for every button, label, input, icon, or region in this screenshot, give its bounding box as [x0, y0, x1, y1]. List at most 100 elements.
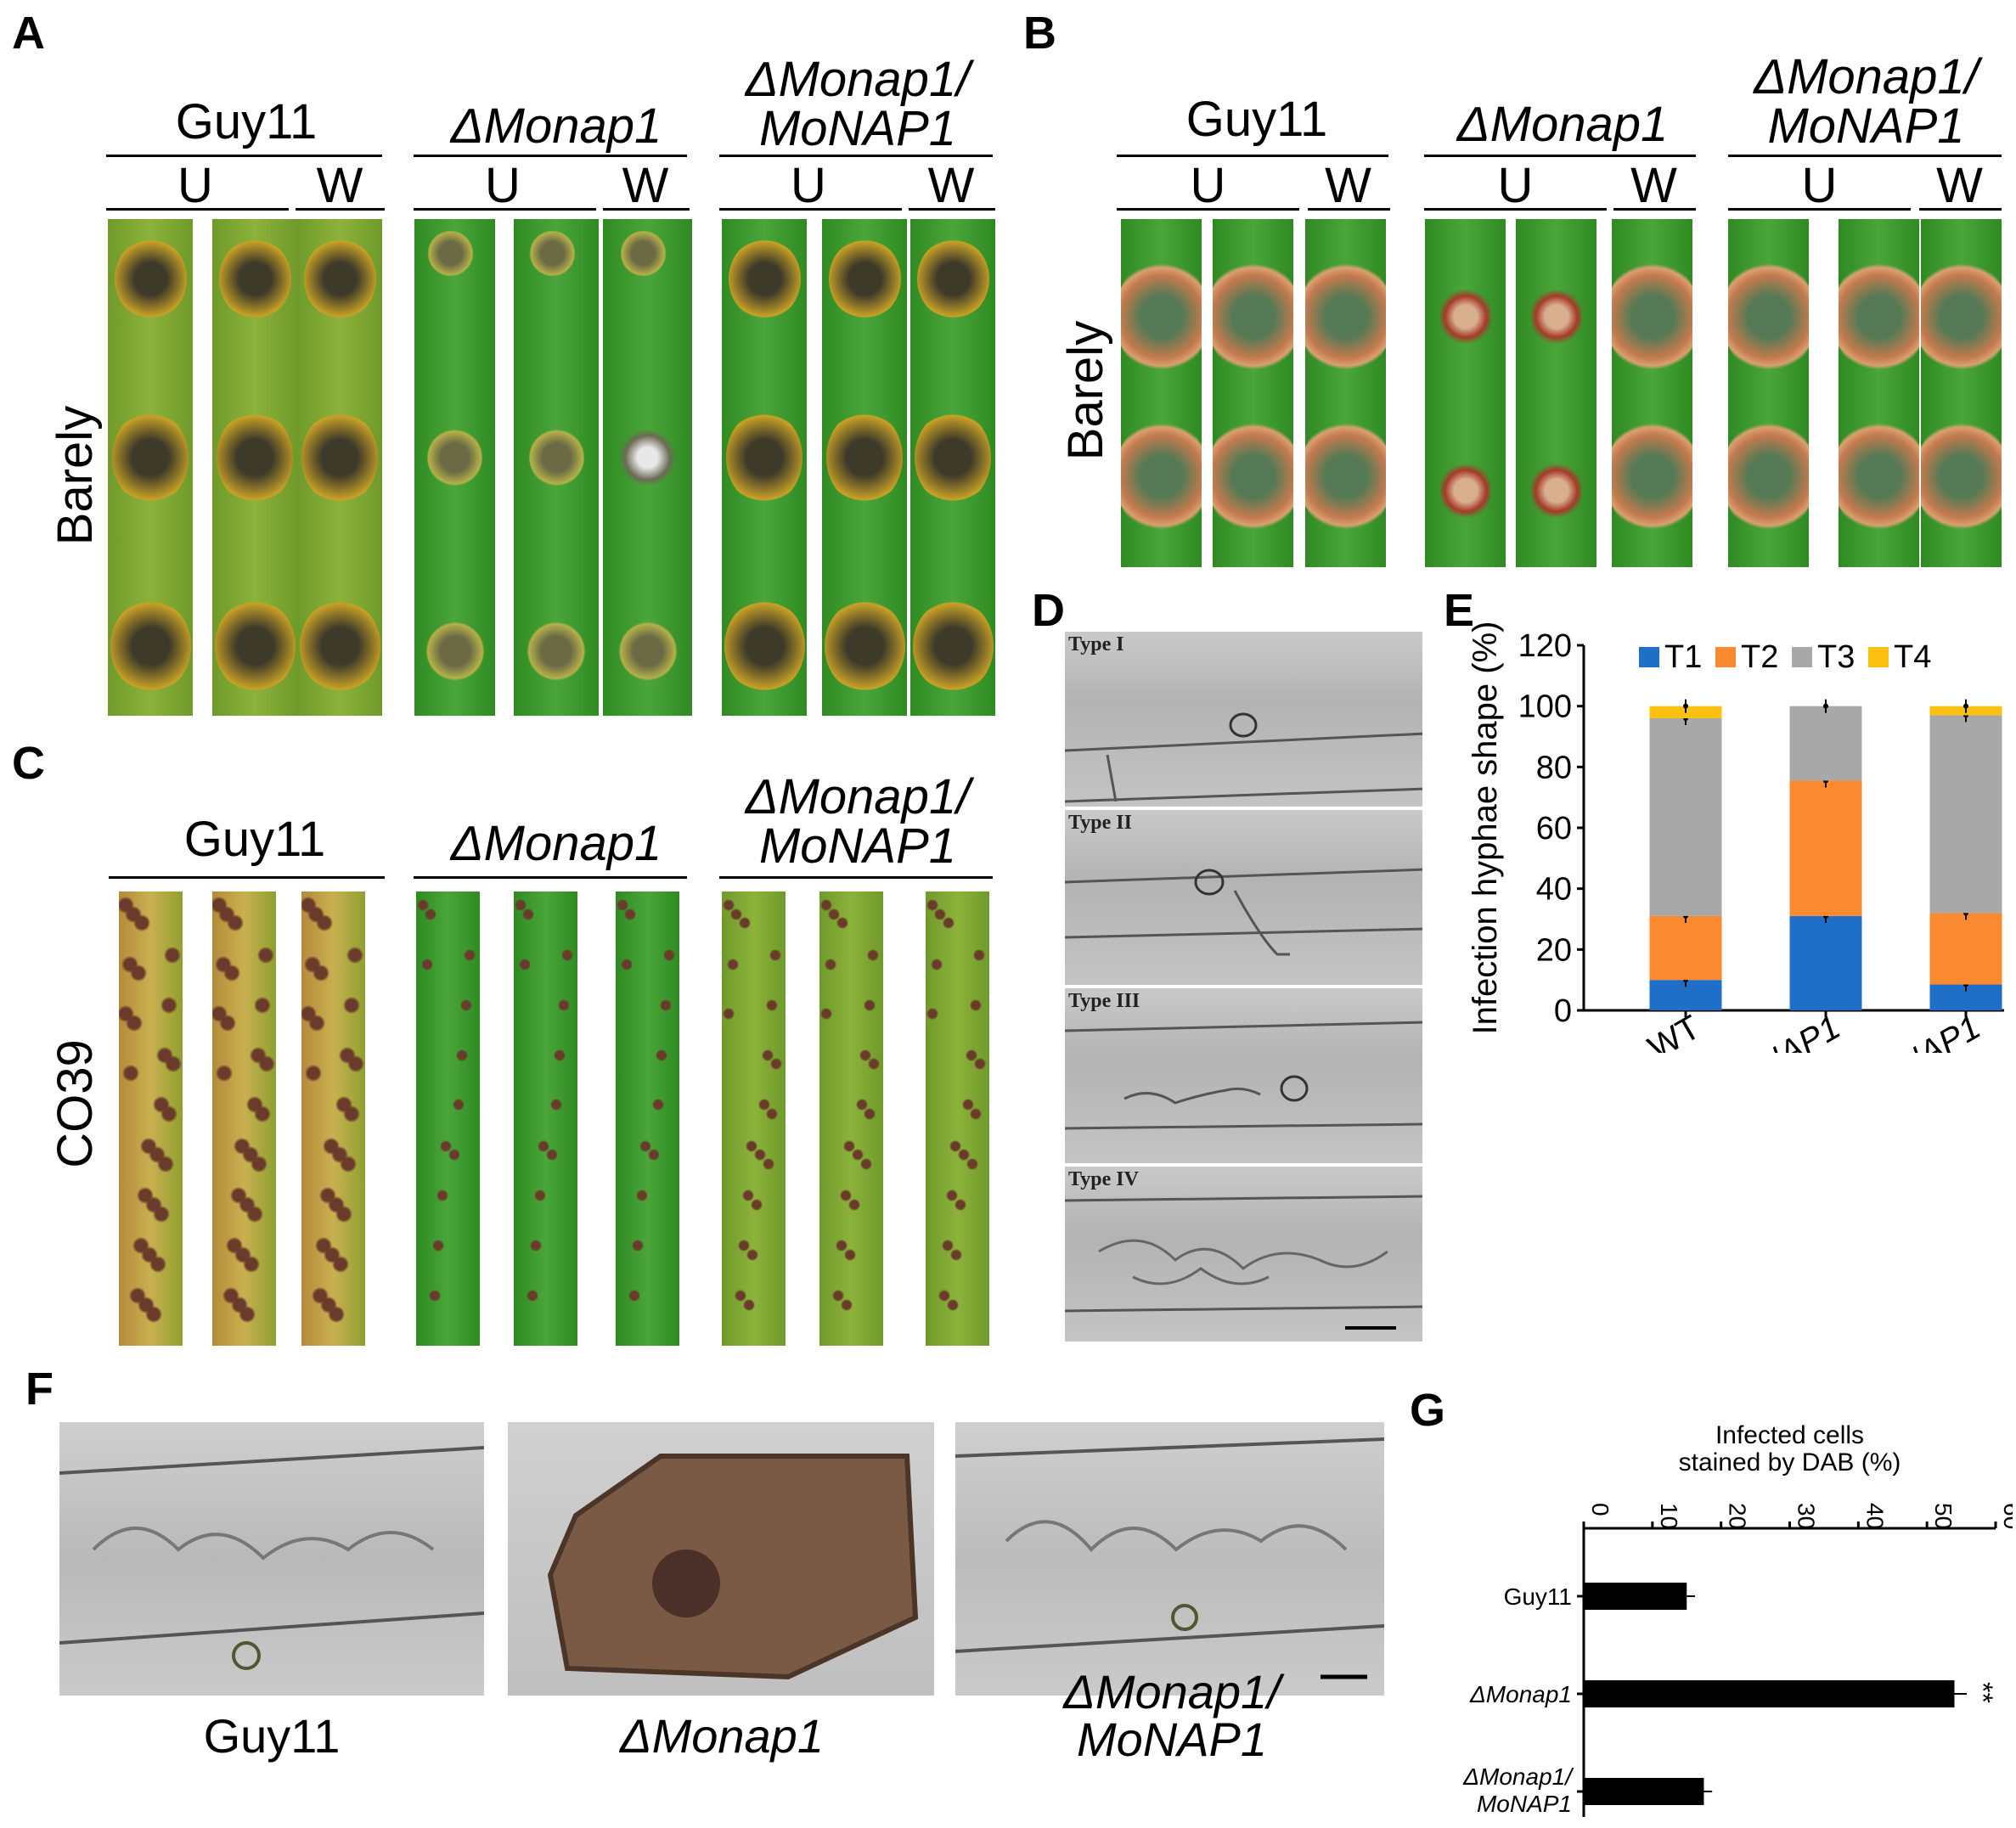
lesion	[346, 1053, 365, 1076]
lesion	[163, 943, 182, 966]
chart-title: Infected cells	[1715, 1421, 1864, 1449]
lesion	[303, 1062, 323, 1084]
legend-swatch	[1715, 647, 1736, 667]
leaf-strip	[1612, 219, 1692, 567]
lesion	[218, 238, 291, 319]
lesion	[764, 997, 779, 1013]
a-strain-monap1: ΔMonap1	[450, 98, 662, 154]
b-label-u: U	[1190, 158, 1226, 213]
leaf-strip	[910, 219, 995, 716]
lesion	[1728, 417, 1809, 537]
lesion	[1439, 452, 1491, 529]
lesion	[252, 993, 272, 1016]
y-tick-label: ΔMonap1	[1469, 1681, 1572, 1707]
lesion	[617, 621, 678, 681]
lesion	[725, 956, 740, 972]
micrograph-type-3: Type III	[1063, 987, 1424, 1165]
b-line-monap1	[1424, 155, 1696, 157]
lesion	[839, 1296, 853, 1313]
lesion	[823, 956, 837, 972]
lesion	[256, 943, 275, 966]
error-point	[1823, 703, 1828, 709]
legend-label: T1	[1664, 639, 1702, 675]
leaf-strip	[926, 892, 989, 1346]
lesion	[214, 599, 296, 694]
legend-swatch	[1868, 647, 1889, 667]
lesion	[218, 1012, 237, 1035]
lesion	[859, 1156, 873, 1172]
b-strain-monap1: ΔMonap1	[1456, 97, 1669, 152]
lesion	[241, 1252, 261, 1275]
c-line-guy11	[109, 876, 385, 879]
lesion	[525, 1288, 539, 1304]
leaf-strip	[822, 219, 907, 716]
lesion	[746, 1247, 759, 1263]
bar	[1584, 1778, 1704, 1805]
lesion	[560, 947, 574, 963]
c-strain-guy11: Guy11	[183, 812, 326, 867]
b-label-w: W	[1325, 158, 1371, 213]
lesion	[420, 956, 434, 972]
lesion	[463, 947, 476, 963]
lesion	[826, 410, 903, 504]
lesion	[425, 621, 485, 681]
lesion	[658, 997, 673, 1013]
lesion	[862, 997, 876, 1013]
lesion	[623, 906, 638, 922]
lesion	[724, 599, 805, 694]
lesion	[217, 410, 293, 504]
lesion	[427, 1288, 442, 1304]
lesion	[1213, 256, 1293, 376]
lesion	[942, 915, 955, 931]
b-label-u: U	[1801, 158, 1838, 213]
lesion	[301, 410, 378, 504]
lesion	[634, 1188, 649, 1204]
b-line-u	[1728, 208, 1911, 211]
lesion	[214, 1062, 234, 1084]
lesion	[549, 1097, 563, 1113]
lesion	[1121, 417, 1202, 537]
b-label-w: W	[1936, 158, 1983, 213]
leaf-strip	[212, 219, 297, 716]
lesion	[226, 912, 245, 935]
lesion	[1612, 417, 1692, 537]
lesion	[741, 1296, 756, 1313]
lesion	[655, 1047, 668, 1063]
lesion	[424, 906, 438, 922]
lesion	[1921, 256, 2002, 376]
lesion	[553, 1047, 566, 1063]
micrograph-monap1	[508, 1422, 934, 1696]
lesion	[620, 427, 675, 487]
lesion	[335, 1202, 354, 1225]
lesion	[222, 962, 241, 985]
a-line-complement	[719, 155, 993, 157]
lesion	[112, 410, 189, 504]
y-tick-label: 20	[1536, 932, 1572, 968]
lesion	[722, 1006, 736, 1022]
lesion	[1121, 256, 1202, 376]
lesion	[556, 997, 571, 1013]
lesion	[929, 956, 943, 972]
x-tick-label: 50	[1930, 1503, 1957, 1529]
y-tick-label: ΔMonap1/	[1462, 1763, 1574, 1790]
lesion	[448, 1147, 461, 1163]
lesion	[155, 1153, 175, 1175]
lesion	[968, 997, 983, 1013]
leaf-strip	[1121, 219, 1202, 567]
leaf-strip	[819, 892, 883, 1346]
chart-title: stained by DAB (%)	[1679, 1448, 1901, 1476]
lesion	[1305, 256, 1386, 376]
lesion	[245, 1202, 265, 1225]
b-line-guy11	[1117, 155, 1388, 157]
c-line-monap1	[414, 876, 687, 879]
micrograph-guy11	[59, 1422, 484, 1696]
a-strain-guy11: Guy11	[175, 94, 318, 149]
x-tick-label: WT	[1642, 1009, 1707, 1053]
x-tick-label: 30	[1794, 1503, 1820, 1529]
micrograph-type-4: Type IV	[1063, 1165, 1424, 1343]
lesion	[749, 1197, 763, 1213]
panel-letter-g: G	[1410, 1385, 1446, 1436]
lesion	[528, 230, 576, 278]
lesion	[253, 1103, 273, 1126]
